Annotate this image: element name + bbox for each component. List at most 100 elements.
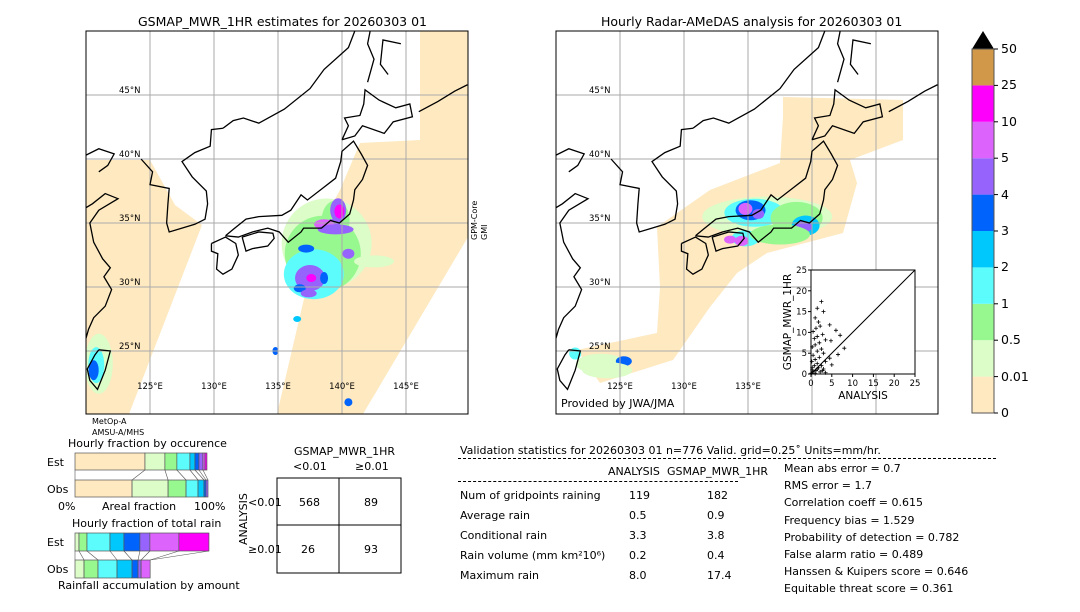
- rain-cell: [88, 360, 99, 381]
- scatter-point: [813, 371, 818, 376]
- rain-connector: [137, 550, 141, 561]
- map1-coastline-mainland2: [222, 31, 356, 129]
- rain-connector: [86, 550, 99, 561]
- table-col-1: ≥0.01: [355, 460, 389, 473]
- map2-coastline-china: [556, 192, 590, 339]
- sensor-left-label: MetOp-A AMSU-A/MHS: [92, 416, 144, 438]
- scatter-point: [813, 315, 818, 320]
- scatter-point: [811, 329, 816, 334]
- lon-tick-label: 145°E: [393, 382, 419, 392]
- occurrence-connector: [198, 469, 207, 481]
- scatter-point: [838, 333, 843, 338]
- stat-analysis-value: 3.3: [629, 529, 647, 542]
- score-line: Hanssen & Kuipers score = 0.646: [784, 565, 969, 579]
- map2-coastline-hokkaido: [811, 88, 884, 141]
- occ-xlabel: Areal fraction: [102, 500, 177, 513]
- rain-est-segment: [149, 532, 180, 552]
- stat-gsmap-value: 0.4: [707, 549, 725, 562]
- sensor-right-line2: GMI: [480, 224, 489, 240]
- rain-cell: [354, 255, 394, 268]
- rain-connector: [109, 550, 118, 561]
- scatter-xtick-label: 15: [868, 379, 879, 389]
- occurrence-connector: [176, 469, 187, 481]
- occ-xmin: 0%: [58, 500, 76, 513]
- occurrence-connector: [202, 469, 209, 481]
- occurrence-est-segment: [74, 452, 146, 471]
- stat-analysis-value: 0.5: [629, 509, 647, 522]
- map2-coastline-mainland: [556, 148, 586, 173]
- table-cell: 568: [299, 496, 320, 509]
- colorbar-segment: [972, 376, 994, 413]
- colorbar-tick-label: 2: [1001, 259, 1009, 275]
- table-cell: 89: [364, 496, 378, 509]
- lat-tick-label: 30°N: [119, 278, 140, 288]
- scatter-point: [810, 367, 815, 372]
- rain-connector: [140, 550, 151, 561]
- map2-coastline-sakhalin2: [849, 39, 872, 75]
- colorbar-segment: [972, 231, 994, 268]
- colorbar-segment: [972, 303, 994, 341]
- rain-cell: [306, 274, 317, 283]
- rain-connector: [150, 550, 179, 561]
- stats-col-divider: [458, 481, 738, 482]
- map1-coastline-honshu: [225, 140, 369, 244]
- occurrence-connector: [164, 469, 169, 481]
- stat-label: Num of gridpoints raining: [460, 489, 601, 502]
- rain-est-segment: [139, 532, 151, 552]
- sensor-left-line2: AMSU-A/MHS: [92, 428, 145, 437]
- stat-analysis-value: 119: [629, 489, 650, 502]
- rain-est-segment: [123, 532, 141, 552]
- lon-tick-label: 130°E: [201, 382, 227, 392]
- scatter-point: [836, 352, 841, 357]
- lat-tick-label: 40°N: [589, 150, 610, 160]
- map1-frame: [85, 30, 469, 415]
- rain-cell: [300, 289, 317, 298]
- rain-cell: [298, 244, 315, 253]
- occ-xmax: 100%: [194, 500, 226, 513]
- scatter-point: [820, 368, 825, 373]
- colorbar-tick-label: 4: [1001, 186, 1009, 202]
- scatter-xtick-label: 5: [829, 379, 834, 389]
- score-line: Mean abs error = 0.7: [784, 462, 901, 475]
- rain-obs-segment: [116, 559, 133, 579]
- scatter-point: [813, 342, 818, 347]
- lon-tick-label: 125°E: [137, 382, 163, 392]
- rain-est-segment: [178, 532, 210, 552]
- map1-coastline-sakhalin2: [379, 39, 402, 75]
- map2-coastline-korea: [610, 127, 694, 233]
- rain-cell: [293, 316, 302, 322]
- occurrence-connector: [131, 469, 146, 481]
- scatter-point: [827, 356, 832, 361]
- rain-est-segment: [86, 532, 111, 552]
- occurrence-obs-segment: [131, 479, 169, 498]
- scatter-point: [828, 338, 833, 343]
- occurrence-est-segment: [194, 452, 200, 471]
- occurrence-est-segment: [204, 452, 208, 471]
- scatter-point: [815, 361, 820, 366]
- colorbar-segment: [972, 194, 994, 231]
- rain-est-segment: [78, 532, 88, 552]
- rain-cell: [344, 398, 353, 407]
- scatter-point: [827, 322, 832, 327]
- rain-connector: [78, 550, 85, 561]
- score-line: False alarm ratio = 0.489: [784, 548, 924, 561]
- scatter-ytick-label: 0: [802, 370, 807, 380]
- scatter-xlabel: ANALYSIS: [838, 390, 888, 402]
- score-line: Equitable threat score = 0.361: [784, 582, 954, 596]
- occurrence-obs-segment: [74, 479, 133, 498]
- scatter-point: [821, 351, 826, 356]
- stat-label: Conditional rain: [460, 529, 548, 542]
- scatter-point: [813, 326, 818, 331]
- colorbar-tick-label: 0.01: [1001, 368, 1029, 384]
- scatter-point: [815, 367, 820, 372]
- map1-coastline-hokkaido: [341, 88, 414, 141]
- scatter-point: [817, 355, 822, 360]
- scatter-point: [821, 309, 826, 314]
- map1-coastline-shikoku: [241, 231, 275, 253]
- scatter-point: [813, 357, 818, 362]
- occurrence-est-segment: [189, 452, 196, 471]
- colorbar-tick-label: 3: [1001, 223, 1009, 238]
- rain-obs-segment: [83, 559, 99, 579]
- stats-col-gsmap: GSMAP_MWR_1HR: [667, 465, 769, 478]
